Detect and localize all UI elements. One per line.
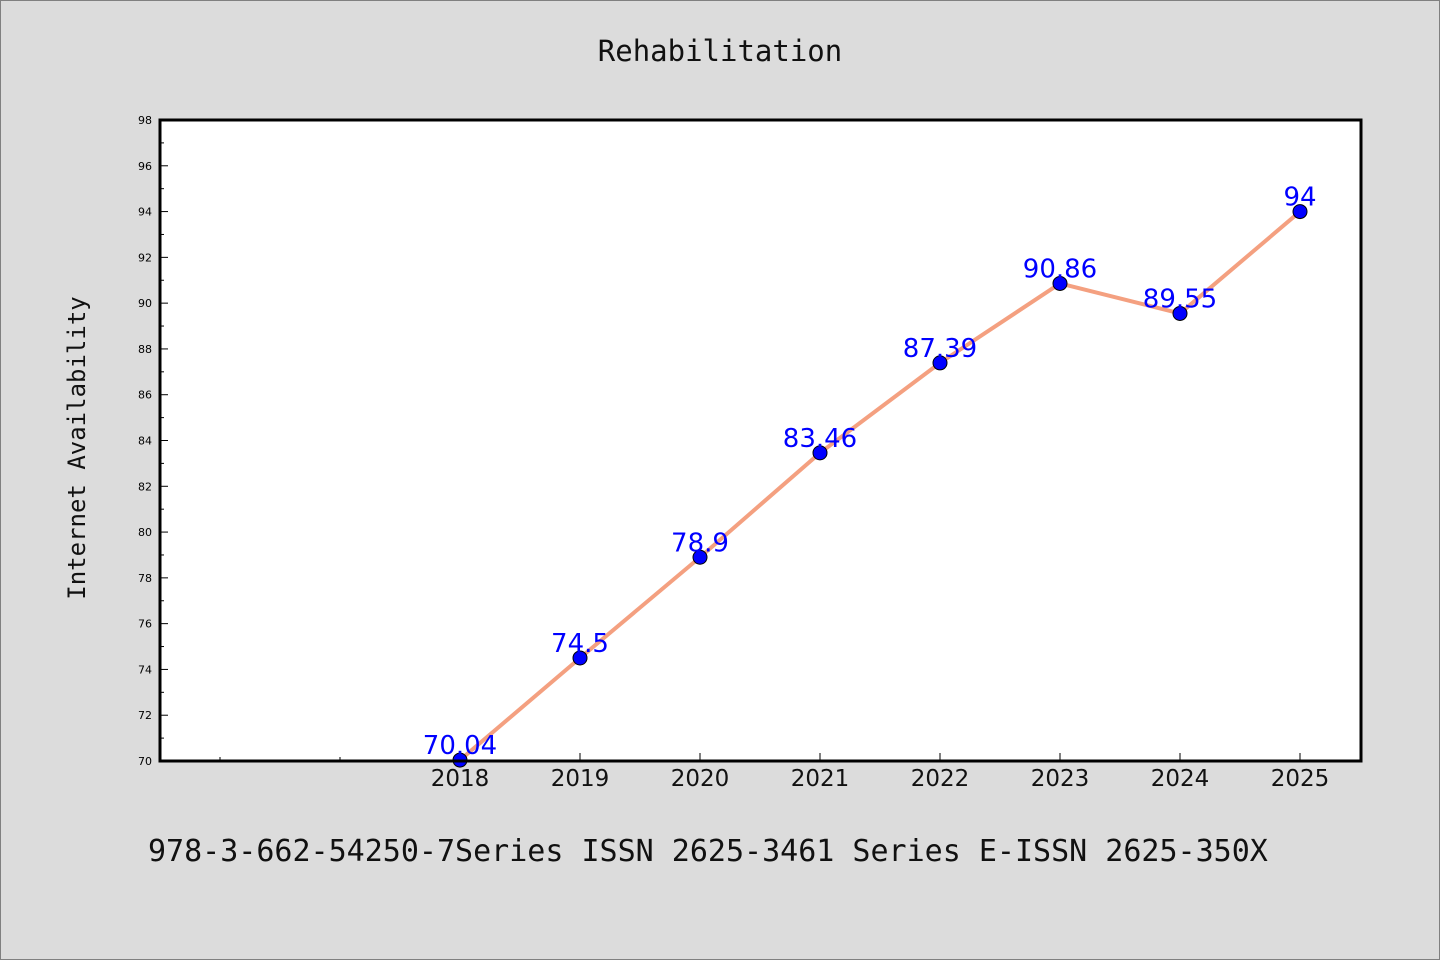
data-label: 70.04 xyxy=(423,731,497,761)
y-tick-label: 82 xyxy=(138,480,152,493)
footer-text: 978-3-662-54250-7Series ISSN 2625-3461 S… xyxy=(148,834,1268,869)
x-tick-label: 2023 xyxy=(1031,766,1090,792)
x-tick-label: 2019 xyxy=(551,766,610,792)
x-tick-label: 2020 xyxy=(671,766,730,792)
x-tick-label: 2022 xyxy=(911,766,970,792)
y-tick-label: 92 xyxy=(138,251,152,264)
y-tick-label: 76 xyxy=(138,618,152,631)
data-point xyxy=(572,650,588,666)
y-tick-label: 96 xyxy=(138,160,152,173)
y-tick-label: 88 xyxy=(138,343,152,356)
data-label: 87.39 xyxy=(903,334,977,364)
y-tick-label: 90 xyxy=(138,297,152,310)
x-tick-label: 2021 xyxy=(791,766,850,792)
plot-border xyxy=(158,118,1363,763)
data-label: 89.55 xyxy=(1143,284,1217,314)
data-point xyxy=(1292,204,1308,220)
data-point xyxy=(1172,305,1188,321)
data-point xyxy=(932,355,948,371)
series-line xyxy=(458,210,1302,762)
x-tick-label: 2024 xyxy=(1151,766,1210,792)
y-tick-label: 74 xyxy=(138,663,152,676)
y-tick-label: 72 xyxy=(138,709,152,722)
plot-area xyxy=(160,120,1361,761)
data-label: 78.9 xyxy=(671,528,729,558)
data-label: 90.86 xyxy=(1023,254,1097,284)
chart-title: Rehabilitation xyxy=(597,34,843,68)
x-tick-label: 2025 xyxy=(1271,766,1330,792)
data-label: 83.46 xyxy=(783,424,857,454)
y-tick-label: 70 xyxy=(138,755,152,768)
x-tick-label: 2018 xyxy=(431,766,490,792)
data-point xyxy=(1052,275,1068,291)
y-tick-label: 98 xyxy=(138,114,152,127)
data-point xyxy=(812,445,828,461)
y-tick-label: 94 xyxy=(138,206,152,219)
y-tick-label: 86 xyxy=(138,389,152,402)
y-tick-label: 84 xyxy=(138,435,152,448)
data-point xyxy=(692,549,708,565)
data-label: 94 xyxy=(1283,183,1316,213)
data-label: 74.5 xyxy=(551,629,609,659)
y-tick-label: 80 xyxy=(138,526,152,539)
y-tick-label: 78 xyxy=(138,572,152,585)
